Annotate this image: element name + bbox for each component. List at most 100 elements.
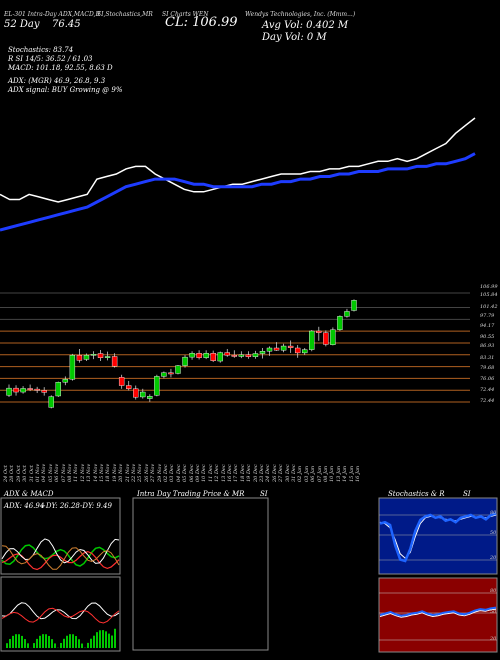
- macd-histogram-bar: [99, 630, 101, 648]
- stat-macd: MACD: 101.18, 92.55, 8.63 D: [8, 64, 113, 72]
- date-tick-label: 27 Dec: [278, 464, 285, 482]
- date-tick-label: 02 Jan: [297, 465, 304, 482]
- price-tick-label: 72.44: [480, 387, 495, 393]
- date-tick-label: 19 Dec: [246, 464, 253, 482]
- candle-body: [20, 388, 26, 393]
- date-tick-label: 29 Nov: [156, 463, 163, 482]
- date-tick-label: 14 Nov: [92, 463, 99, 482]
- candle-body: [133, 388, 139, 398]
- intraday-panel-title: Intra Day Trading Price & MR: [137, 490, 245, 498]
- macd-histogram-bar: [6, 643, 8, 648]
- macd-histogram-bar: [93, 635, 95, 648]
- stoch-panel-title: Stochastics & R: [388, 490, 445, 498]
- date-tick-label: 04 Nov: [41, 463, 48, 482]
- stoch-k-line: [379, 512, 497, 563]
- header-company: Wendys Technologies, Inc. (Mmm...): [245, 11, 356, 18]
- date-tick-label: 30 Dec: [284, 464, 291, 482]
- macd-histogram-bar: [51, 639, 53, 648]
- date-tick-label: 10 Jan: [329, 465, 336, 482]
- candle-body: [175, 365, 181, 374]
- price-chart: [0, 117, 476, 409]
- price-tick-label: 105.84: [480, 292, 498, 298]
- macd-histogram-bar: [60, 642, 62, 648]
- price-tick-label: 106.99: [480, 284, 498, 290]
- macd-histogram-bar: [69, 634, 71, 648]
- candle-body: [125, 385, 132, 389]
- price-tick-label: 76.06: [480, 376, 495, 382]
- candle-body: [316, 330, 322, 333]
- stat-adx: ADX: (MGR) 46.9, 26.8, 9.3: [8, 77, 106, 85]
- candle-body: [309, 330, 315, 350]
- macd-line: [1, 602, 120, 620]
- macd-histogram-bar: [54, 643, 56, 648]
- macd-histogram-bar: [90, 638, 92, 648]
- di-plus-value: +DY: 26.28: [40, 502, 80, 510]
- macd-histogram-bar: [33, 643, 35, 648]
- candle-body: [252, 353, 259, 358]
- adx-panel-title: ADX & MACD: [4, 490, 54, 498]
- candle-body: [217, 352, 223, 362]
- macd-panel-frame: [0, 576, 121, 652]
- price-tick-label: 72.44: [480, 398, 495, 404]
- candle-body: [140, 391, 146, 398]
- candle-body: [34, 388, 40, 391]
- candle-body: [266, 347, 273, 352]
- candle-body: [238, 354, 245, 357]
- macd-histogram-bar: [75, 636, 77, 648]
- rsi-signal-line: [379, 608, 497, 618]
- header-indicators: SI,Stochastics,MR: [97, 11, 153, 18]
- macd-histogram-bar: [72, 634, 74, 648]
- stat-stochastics: Stochastics: 83.74: [8, 46, 74, 54]
- date-tick-label: 07 Nov: [60, 463, 67, 482]
- macd-histogram-bar: [78, 639, 80, 648]
- candle-body: [62, 379, 69, 383]
- candle-body: [97, 353, 104, 358]
- date-tick-label: 14 Jan: [342, 465, 349, 482]
- macd-histogram-bar: [21, 635, 23, 648]
- stoch-d-line: [379, 514, 497, 559]
- candle-body: [13, 387, 19, 393]
- macd-histogram-bar: [48, 635, 50, 648]
- macd-histogram-bar: [9, 638, 11, 648]
- adx-minus-di-line: [1, 550, 120, 571]
- candle-body: [55, 382, 61, 397]
- candle-body: [337, 316, 343, 330]
- price-line-series: [0, 117, 476, 203]
- price-tick-label: 97.79: [480, 313, 495, 319]
- candle-body: [344, 311, 350, 317]
- header-day-vol: Day Vol: 0 M: [262, 32, 327, 43]
- macd-histogram-bar: [39, 635, 41, 648]
- header-site: SI Charts WEN: [162, 11, 209, 18]
- adx-value: ADX: 46.94: [4, 502, 45, 510]
- macd-histogram-bar: [108, 633, 110, 648]
- macd-histogram-bar: [105, 631, 107, 648]
- candle-body: [118, 377, 125, 386]
- macd-histogram-bar: [66, 635, 68, 648]
- candle-body: [189, 353, 195, 358]
- candle-body: [259, 351, 266, 354]
- candle-body: [6, 387, 12, 396]
- candle-body: [302, 349, 308, 354]
- macd-histogram-bar: [15, 634, 17, 648]
- candle-body: [351, 300, 357, 311]
- adx-plus-di-line: [1, 544, 120, 567]
- price-tick-label: 94.17: [480, 323, 495, 329]
- macd-histogram-bar: [96, 632, 98, 648]
- price-tick-label: 101.42: [480, 304, 498, 310]
- stoch-tick-50: 50: [490, 530, 497, 536]
- macd-histogram-bar: [24, 639, 26, 648]
- candle-body: [48, 396, 54, 408]
- price-tick-label: 79.68: [480, 365, 495, 371]
- price-tick-label: 83.31: [480, 355, 495, 361]
- macd-histogram-bar: [81, 643, 83, 648]
- date-tick-label: 07 Jan: [316, 465, 323, 482]
- price-tick-label: 90.55: [480, 334, 495, 340]
- candle-body: [245, 354, 252, 358]
- date-tick-label: 20 Dec: [252, 464, 259, 482]
- candle-body: [27, 388, 33, 390]
- date-tick-label: 12 Dec: [214, 464, 221, 482]
- macd-histogram-bar: [36, 638, 38, 648]
- macd-histogram-bar: [111, 635, 113, 648]
- adx-signal-line: [1, 545, 120, 570]
- candle-body: [323, 332, 329, 345]
